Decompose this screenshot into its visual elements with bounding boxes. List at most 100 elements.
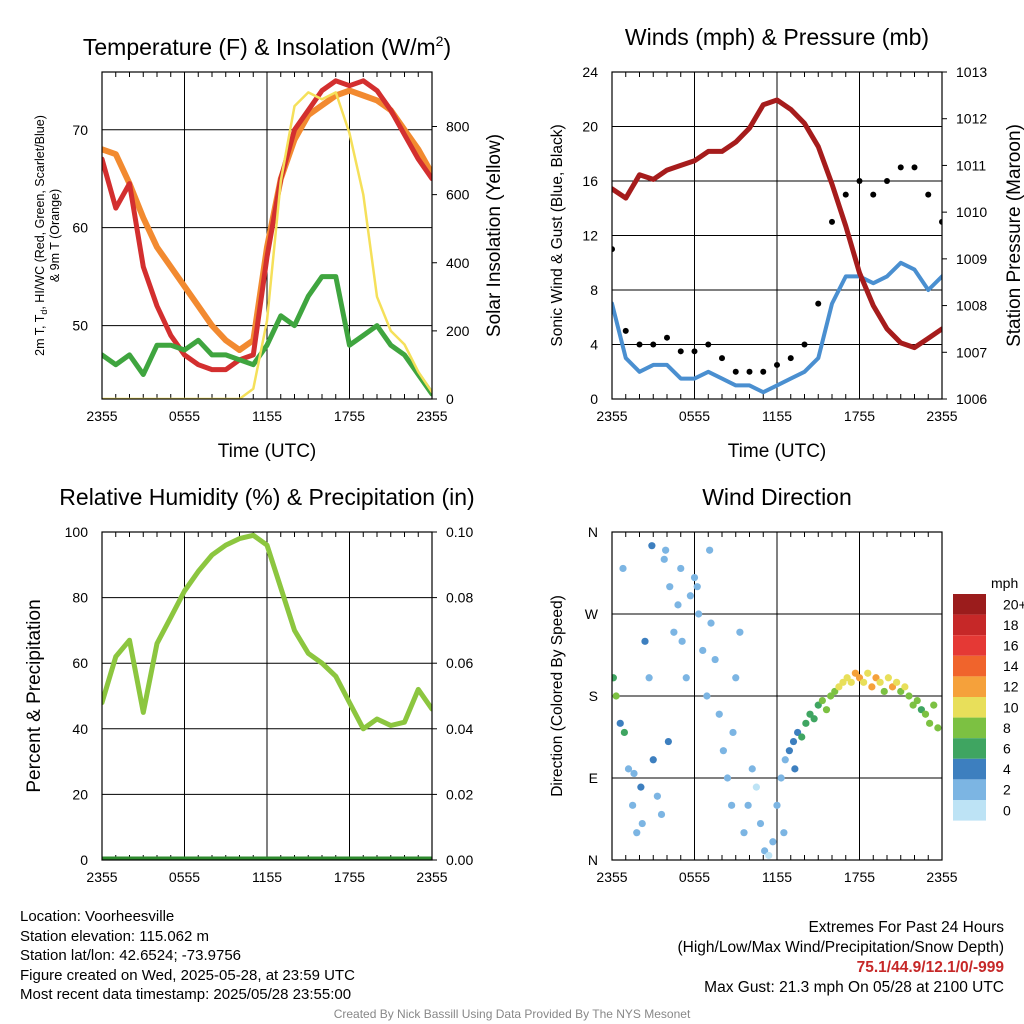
- x-tick-label: 1155: [762, 408, 792, 424]
- y-right-tick-label: 400: [446, 255, 470, 271]
- wind-direction-point: [637, 783, 645, 791]
- wind-direction-point: [616, 719, 624, 727]
- series-line-sonic-wind: [612, 260, 942, 395]
- wind-direction-point: [645, 674, 653, 682]
- y-tick-label: 24: [582, 64, 598, 80]
- legend-swatch: [953, 758, 986, 780]
- y-tick-label: 0: [80, 852, 88, 868]
- wind-direction-point: [794, 728, 802, 737]
- station-elevation: Station elevation: 115.062 m: [20, 927, 210, 945]
- wind-direction-point: [693, 583, 701, 591]
- wind-direction-point: [677, 564, 685, 573]
- wind-direction-point: [876, 678, 884, 686]
- wind-direction-point: [648, 542, 656, 550]
- wind-direction-point: [818, 696, 826, 705]
- plot-area: [102, 532, 432, 860]
- y-tick-label: N: [588, 852, 598, 868]
- wind-direction-point: [678, 637, 686, 645]
- extremes-panel: Extremes For Past 24 Hours (High/Low/Max…: [678, 918, 1005, 998]
- y-right-tick-label: 800: [446, 119, 470, 135]
- y-tick-label: 20: [72, 786, 88, 802]
- legend-label: 4: [1003, 761, 1011, 777]
- gust-point: [939, 218, 942, 225]
- wind-direction-point: [822, 706, 831, 714]
- legend-swatch: [953, 800, 986, 821]
- y-tick-label: 50: [72, 318, 88, 334]
- legend-swatch: [953, 779, 986, 800]
- plot-frame: [101, 531, 433, 861]
- legend-swatch: [953, 655, 986, 677]
- wind-direction-point: [736, 628, 744, 636]
- x-tick-label: 1155: [252, 408, 282, 424]
- x-tick-label: 2355: [596, 869, 627, 885]
- gust-point: [856, 178, 863, 184]
- wind-direction-point: [839, 678, 847, 686]
- y-right-tick-label: 1009: [956, 251, 987, 267]
- credit-line: Created By Nick Bassill Using Data Provi…: [333, 1007, 691, 1021]
- x-tick-label: 2355: [416, 408, 447, 424]
- wind-direction-point: [703, 692, 711, 700]
- figure-created: Figure created on Wed, 2025-05-28, at 23…: [20, 966, 355, 984]
- wind-direction-point: [740, 829, 748, 837]
- wind-direction-point: [715, 710, 723, 718]
- legend-label: 20+: [1003, 596, 1024, 612]
- wind-direction-point: [674, 601, 682, 609]
- y-tick-label: 80: [72, 590, 88, 606]
- wind-direction-point: [682, 674, 690, 682]
- wind-direction-point: [629, 801, 637, 809]
- wind-direction-point: [612, 674, 617, 682]
- wind-direction-point: [657, 810, 666, 819]
- legend-label: 2: [1003, 782, 1011, 798]
- legend-label: 6: [1003, 741, 1011, 757]
- y-right-tick-label: 0.08: [446, 590, 473, 606]
- gust-point: [925, 191, 932, 198]
- gust-point: [897, 164, 904, 171]
- wind-direction-point: [773, 801, 781, 809]
- y-right-tick-label: 1012: [956, 111, 987, 127]
- wind-direction-point: [719, 747, 727, 755]
- x-tick-label: 2355: [86, 408, 117, 424]
- wind-direction-point: [872, 674, 880, 682]
- y-right-axis-label: Solar Insolation (Yellow): [484, 134, 505, 337]
- gust-point: [691, 348, 698, 355]
- y-tick-label: 16: [582, 173, 598, 189]
- gust-point: [870, 191, 877, 198]
- wind-direction-point: [649, 756, 657, 764]
- wind-direction-point: [699, 646, 707, 655]
- y-tick-label: 60: [72, 220, 88, 236]
- legend-label: 18: [1003, 617, 1019, 633]
- y-right-tick-label: 0.00: [446, 852, 473, 868]
- y-right-tick-label: 1006: [956, 391, 987, 407]
- gust-point: [650, 341, 657, 348]
- wind-direction-point: [855, 674, 864, 682]
- wind-direction-point: [695, 610, 703, 618]
- wind-direction-point: [930, 701, 938, 709]
- gust-point: [677, 348, 684, 355]
- wind-direction-point: [641, 637, 649, 645]
- y-axis-label: 2m T, Td, HI/WC (Red, Green, Scarlet/Blu…: [33, 115, 62, 356]
- legend-label: 0: [1003, 802, 1011, 818]
- plot-area: [612, 542, 942, 860]
- gust-point: [774, 361, 780, 368]
- y-tick-label: N: [588, 524, 598, 540]
- wind-direction-point: [744, 801, 752, 809]
- gust-point: [884, 178, 890, 184]
- wind-direction-point: [847, 678, 855, 686]
- wind-direction-point: [864, 669, 872, 677]
- wind-direction-point: [917, 706, 925, 714]
- gust-point: [719, 355, 725, 362]
- x-tick-label: 2355: [596, 408, 627, 424]
- y-right-tick-label: 200: [446, 323, 470, 339]
- wind-direction-point: [785, 747, 793, 755]
- gust-point: [815, 300, 822, 307]
- wind-direction-point: [934, 724, 942, 732]
- wind-direction-point: [926, 719, 934, 727]
- station-latlon: Station lat/lon: 42.6524; -73.9756: [20, 947, 242, 964]
- gust-point: [829, 218, 835, 225]
- y-right-axis-label: Station Pressure (Maroon): [1004, 124, 1024, 347]
- y-tick-label: 70: [72, 122, 88, 138]
- gust-point: [612, 246, 615, 253]
- series-line-station-pressure: [612, 97, 942, 351]
- wind-direction-point: [921, 710, 930, 718]
- wind-direction-point: [711, 655, 719, 664]
